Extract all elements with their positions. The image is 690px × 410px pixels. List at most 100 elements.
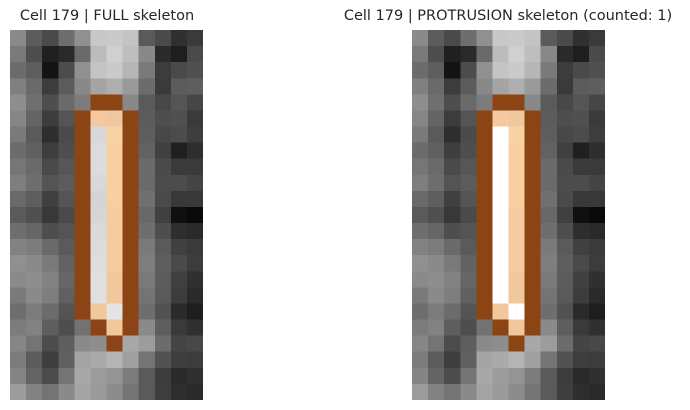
pixel-cell: [588, 62, 605, 79]
pixel-cell: [508, 367, 525, 385]
pixel-cell: [540, 30, 558, 47]
pixel-cell: [572, 30, 590, 47]
pixel-cell: [58, 223, 75, 240]
pixel-cell: [572, 255, 590, 272]
pixel-cell: [492, 62, 509, 79]
pixel-cell: [492, 30, 509, 47]
pixel-cell: [508, 335, 525, 353]
pixel-cell: [170, 62, 188, 79]
pixel-cell: [154, 126, 172, 144]
pixel-cell: [444, 174, 461, 192]
pixel-cell: [58, 287, 75, 304]
pixel-cell: [540, 158, 558, 176]
pixel-cell: [58, 335, 75, 353]
pixel-cell: [476, 335, 493, 353]
pixel-cell: [508, 126, 525, 144]
pixel-cell: [10, 303, 27, 320]
pixel-cell: [412, 239, 429, 256]
pixel-cell: [106, 94, 123, 111]
pixel-cell: [556, 94, 574, 111]
pixel-cell: [412, 287, 429, 304]
pixel-cell: [412, 94, 429, 111]
pixel-cell: [106, 142, 123, 160]
pixel-cell: [122, 142, 140, 160]
pixel-cell: [154, 46, 172, 63]
pixel-cell: [154, 351, 172, 369]
pixel-cell: [186, 78, 203, 95]
pixel-cell: [444, 30, 461, 47]
pixel-cell: [138, 319, 156, 337]
pixel-cell: [476, 174, 493, 192]
pixel-cell: [540, 62, 558, 79]
pixel-cell: [444, 367, 461, 385]
pixel-cell: [428, 30, 445, 47]
pixel-cell: [186, 287, 203, 304]
pixel-cell: [460, 126, 477, 144]
pixel-cell: [588, 126, 605, 144]
pixel-cell: [138, 223, 156, 240]
pixel-cell: [444, 335, 461, 353]
pixel-cell: [524, 206, 542, 224]
pixel-cell: [10, 271, 27, 288]
pixel-cell: [170, 110, 188, 127]
pixel-cell: [492, 351, 509, 369]
pixel-cell: [588, 174, 605, 192]
pixel-cell: [428, 174, 445, 192]
pixel-cell: [122, 94, 140, 111]
pixel-cell: [508, 190, 525, 208]
pixel-cell: [444, 255, 461, 272]
pixel-cell: [524, 303, 542, 320]
pixel-cell: [428, 110, 445, 127]
pixel-cell: [460, 239, 477, 256]
pixel-cell: [588, 206, 605, 224]
pixel-cell: [556, 126, 574, 144]
pixel-cell: [58, 239, 75, 256]
pixel-cell: [492, 383, 509, 400]
pixel-cell: [556, 142, 574, 160]
pixel-cell: [42, 126, 59, 144]
pixel-cell: [106, 335, 123, 353]
pixel-cell: [74, 190, 91, 208]
pixel-cell: [154, 223, 172, 240]
pixel-cell: [444, 78, 461, 95]
pixel-cell: [106, 30, 123, 47]
pixel-cell: [122, 383, 140, 400]
pixel-cell: [508, 174, 525, 192]
pixel-cell: [588, 110, 605, 127]
pixel-cell: [444, 351, 461, 369]
pixel-cell: [26, 110, 43, 127]
pixel-cell: [572, 158, 590, 176]
pixel-cell: [186, 351, 203, 369]
pixel-cell: [138, 367, 156, 385]
pixel-cell: [460, 46, 477, 63]
pixel-cell: [444, 303, 461, 320]
pixel-cell: [42, 62, 59, 79]
pixel-cell: [170, 46, 188, 63]
pixel-cell: [58, 126, 75, 144]
pixel-cell: [154, 287, 172, 304]
pixel-cell: [412, 335, 429, 353]
pixel-cell: [58, 206, 75, 224]
pixel-cell: [138, 383, 156, 400]
pixel-cell: [540, 239, 558, 256]
pixel-cell: [492, 206, 509, 224]
pixel-cell: [74, 94, 91, 111]
pixel-cell: [90, 206, 107, 224]
pixel-cell: [186, 271, 203, 288]
pixel-cell: [122, 303, 140, 320]
pixel-cell: [26, 30, 43, 47]
pixel-cell: [138, 174, 156, 192]
pixel-cell: [460, 303, 477, 320]
pixel-cell: [492, 287, 509, 304]
pixel-cell: [186, 46, 203, 63]
pixel-cell: [460, 142, 477, 160]
pixel-cell: [154, 367, 172, 385]
pixel-cell: [58, 62, 75, 79]
pixel-cell: [58, 271, 75, 288]
pixel-cell: [524, 126, 542, 144]
pixel-cell: [572, 303, 590, 320]
pixel-cell: [26, 206, 43, 224]
pixel-cell: [412, 271, 429, 288]
pixel-cell: [58, 94, 75, 111]
pixel-cell: [556, 335, 574, 353]
